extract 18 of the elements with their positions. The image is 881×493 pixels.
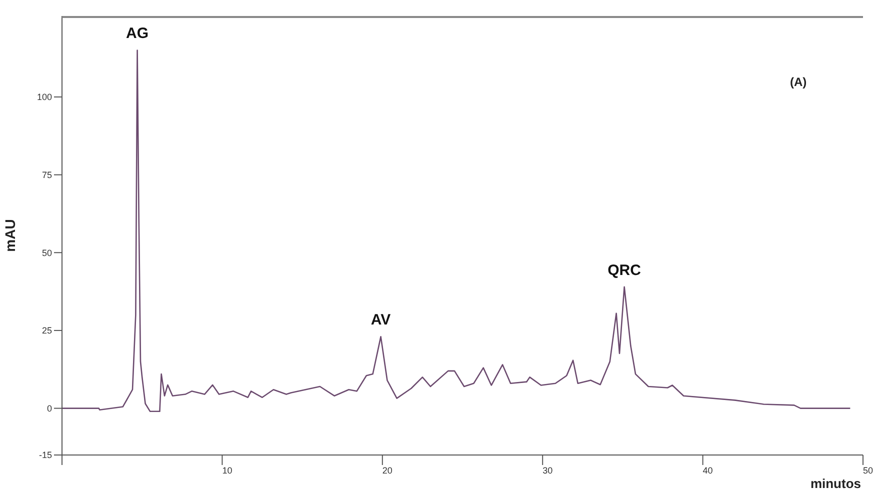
line-series — [62, 50, 851, 412]
x-tick-label: 20 — [382, 465, 392, 476]
y-tick-label: 50 — [42, 248, 52, 258]
y-tick-label: -15 — [38, 450, 52, 460]
annotation: (A) — [790, 75, 807, 89]
annotation: AV — [370, 312, 391, 329]
y-tick-label: 75 — [42, 170, 52, 180]
x-tick-label: 10 — [222, 465, 232, 476]
y-tick-label: 0 — [46, 403, 52, 414]
y-axis-title: mAU — [2, 219, 18, 252]
x-tick-label: 50 — [863, 465, 874, 476]
x-tick-label: 40 — [702, 465, 713, 476]
annotation: AG — [126, 25, 149, 42]
x-axis-title: minutos — [810, 476, 861, 491]
x-tick-label: 30 — [542, 465, 553, 476]
y-tick-label: 100 — [36, 92, 52, 102]
y-tick-label: 25 — [42, 326, 52, 336]
annotation: QRC — [608, 262, 642, 279]
